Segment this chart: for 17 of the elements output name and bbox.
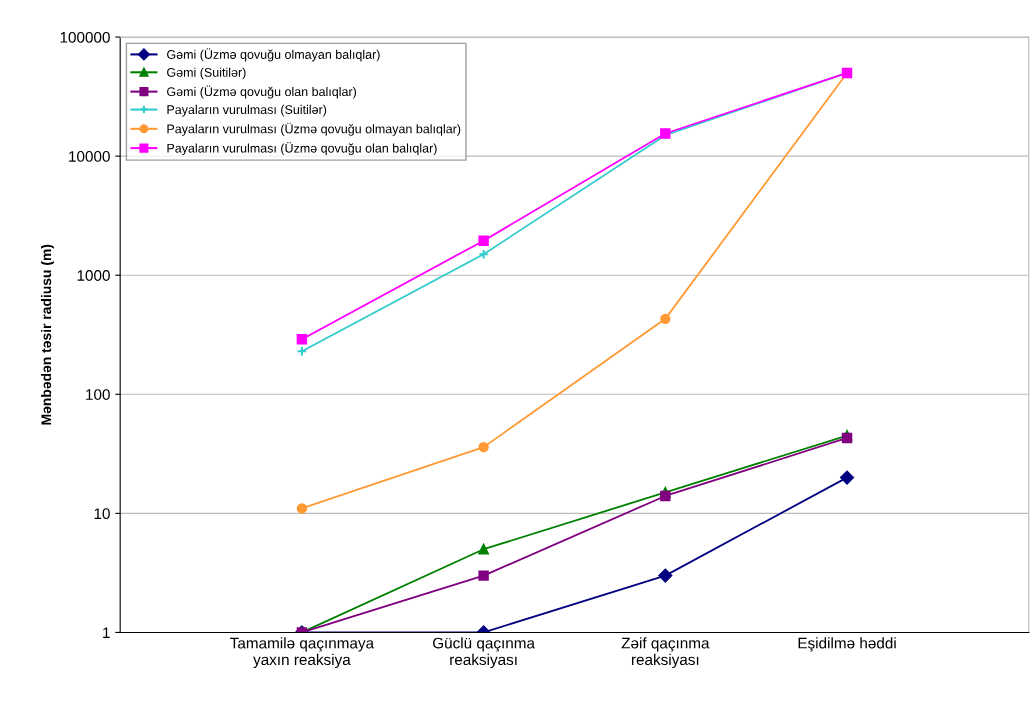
legend-label: Payaların vurulması (Üzmə qovuğu olan balıqlar) bbox=[167, 142, 437, 156]
y-tick-label: 1 bbox=[103, 627, 110, 638]
legend-label: Gəmi (Üzmə qovuğu olan balıqlar) bbox=[167, 85, 357, 99]
x-tick-label: Tamamilə qaçınmaya yaxın reaksiya bbox=[230, 637, 375, 669]
x-tick-label: Zəif qaçınma reaksiyası bbox=[621, 637, 710, 669]
y-axis-title: Mənbədən təsir radiusu (m) bbox=[40, 244, 54, 425]
legend-label: Gəmi (Suitilər) bbox=[167, 67, 246, 80]
y-tick-label: 1000 bbox=[77, 270, 110, 281]
x-tick-label: Güclü qaçınma reaksiyası bbox=[433, 637, 535, 669]
y-tick-label: 100000 bbox=[60, 31, 110, 43]
y-tick-label: 100 bbox=[86, 389, 110, 400]
y-tick-label: 10000 bbox=[69, 151, 110, 162]
legend-label: Gəmi (Üzmə qovuğu olmayan balıqlar) bbox=[167, 48, 380, 62]
y-tick-label: 10 bbox=[94, 508, 110, 520]
x-tick-label: Eşidilmə həddi bbox=[798, 637, 896, 652]
legend-label: Payaların vurulması (Suitilər) bbox=[167, 104, 327, 117]
legend-label: Payaların vurulması (Üzmə qovuğu olmayan balıqlar) bbox=[167, 122, 461, 136]
